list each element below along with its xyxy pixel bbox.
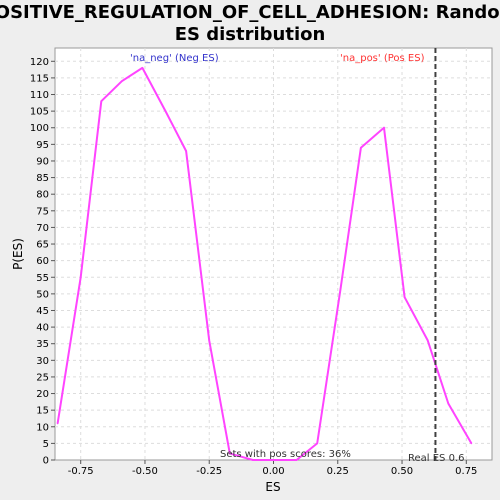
data-point bbox=[100, 100, 103, 102]
series-line bbox=[56, 66, 473, 461]
data-point bbox=[185, 150, 187, 152]
y-tick-label: 50 bbox=[36, 289, 49, 300]
y-tick-label: 100 bbox=[30, 123, 49, 134]
x-tick-label: 0.00 bbox=[262, 466, 284, 477]
real-es-label: Real ES 0.6 bbox=[408, 453, 464, 464]
chart-title-line1: POSITIVE_REGULATION_OF_CELL_ADHESION: Ra… bbox=[0, 2, 500, 23]
data-point bbox=[295, 459, 298, 461]
y-tick-label: 85 bbox=[36, 173, 49, 184]
data-point bbox=[252, 459, 254, 461]
y-tick-label: 5 bbox=[43, 439, 49, 450]
y-tick-label: 95 bbox=[36, 140, 49, 151]
y-axis-label: P(ES) bbox=[11, 238, 25, 270]
y-tick-label: 75 bbox=[36, 206, 49, 217]
y-tick-label: 10 bbox=[36, 422, 49, 433]
gridlines bbox=[55, 48, 492, 460]
x-tick-label: 0.50 bbox=[391, 466, 413, 477]
data-point bbox=[164, 110, 167, 112]
y-tick-label: 0 bbox=[43, 456, 49, 467]
data-point bbox=[403, 296, 406, 299]
data-point bbox=[447, 402, 450, 405]
y-tick-label: 90 bbox=[36, 156, 49, 167]
chart-title-line2: ES distribution bbox=[175, 24, 326, 45]
data-point bbox=[426, 339, 429, 342]
data-point bbox=[383, 126, 385, 129]
y-tick-label: 30 bbox=[36, 356, 49, 367]
sets-with-pos-scores-label: Sets with pos scores: 36% bbox=[220, 449, 351, 460]
y-tick-label: 20 bbox=[36, 389, 49, 400]
x-axis-label: ES bbox=[265, 480, 280, 494]
data-point bbox=[339, 289, 342, 292]
x-tick-label: -0.75 bbox=[68, 466, 94, 477]
y-tick-label: 55 bbox=[36, 273, 49, 284]
y-tick-label: 35 bbox=[36, 339, 49, 350]
y-axis-ticks: 0 5 10 15 20 25 30 35 40 45 50 55 60 65 70 75 80 85 90 95 10… bbox=[30, 57, 55, 467]
y-tick-label: 115 bbox=[30, 73, 49, 84]
data-point bbox=[208, 339, 210, 342]
y-tick-label: 45 bbox=[36, 306, 49, 317]
data-point bbox=[275, 459, 277, 461]
data-point bbox=[229, 452, 231, 455]
x-tick-label: 0.25 bbox=[327, 466, 349, 477]
data-point bbox=[121, 80, 123, 82]
x-tick-label: 0.75 bbox=[455, 466, 477, 477]
y-tick-label: 65 bbox=[36, 240, 49, 251]
x-tick-label: -0.50 bbox=[132, 466, 158, 477]
data-point bbox=[316, 442, 319, 445]
data-point bbox=[360, 146, 362, 149]
y-tick-label: 110 bbox=[30, 90, 49, 101]
pos-es-label: 'na_pos' (Pos ES) bbox=[340, 53, 425, 64]
data-point bbox=[79, 276, 82, 279]
y-tick-label: 60 bbox=[36, 256, 49, 267]
series-layer bbox=[56, 66, 473, 461]
y-tick-label: 105 bbox=[30, 107, 49, 118]
data-point bbox=[470, 442, 473, 445]
x-tick-label: -0.25 bbox=[196, 466, 222, 477]
y-tick-label: 15 bbox=[36, 406, 49, 417]
y-tick-label: 40 bbox=[36, 323, 49, 334]
neg-es-label: 'na_neg' (Neg ES) bbox=[130, 53, 219, 64]
y-tick-label: 70 bbox=[36, 223, 49, 234]
data-point bbox=[56, 422, 59, 425]
y-tick-label: 120 bbox=[30, 57, 49, 68]
y-tick-label: 25 bbox=[36, 372, 49, 383]
y-tick-label: 80 bbox=[36, 190, 49, 201]
data-point bbox=[141, 67, 144, 69]
x-axis-ticks: -0.75 -0.50 -0.25 0.00 0.25 0.50 0.75 bbox=[68, 460, 477, 477]
